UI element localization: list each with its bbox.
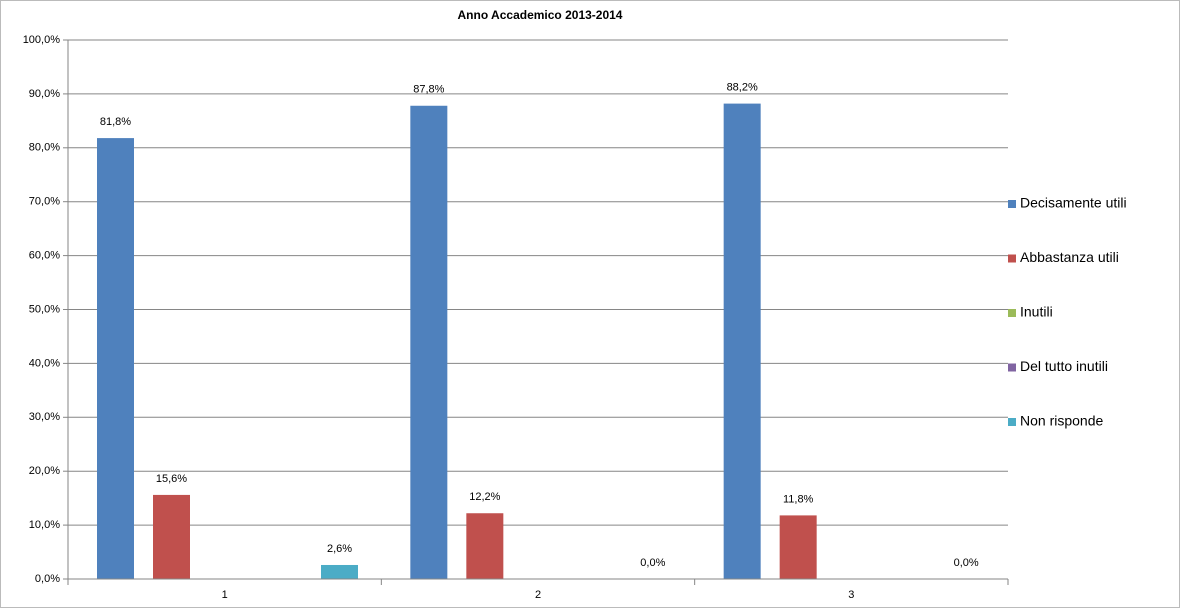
legend-label: Non risponde [1020, 413, 1103, 429]
x-tick-label: 3 [848, 589, 854, 601]
bar [153, 494, 190, 579]
data-label: 11,8% [783, 493, 814, 505]
legend-label: Abbastanza utili [1020, 249, 1119, 265]
legend-swatch [1008, 363, 1016, 372]
legend-swatch [1008, 309, 1016, 317]
bar [321, 564, 358, 579]
bar [97, 138, 134, 579]
x-tick-label: 2 [535, 589, 541, 601]
legend-label: Inutili [1020, 304, 1053, 320]
bar [723, 103, 761, 580]
chart-title: Anno Accademico 2013-2014 [458, 8, 623, 22]
data-label: 88,2% [727, 82, 758, 94]
y-tick-label: 50,0% [29, 303, 60, 315]
data-label: 0,0% [640, 557, 665, 569]
y-tick-label: 100,0% [23, 34, 61, 46]
y-tick-label: 30,0% [29, 411, 60, 423]
bar [410, 105, 448, 580]
legend-swatch [1008, 254, 1016, 263]
data-label: 87,8% [413, 84, 444, 96]
y-tick-label: 0,0% [35, 573, 60, 585]
y-tick-label: 40,0% [29, 357, 60, 369]
legend-label: Del tutto inutili [1020, 358, 1108, 374]
bar [466, 513, 504, 579]
data-label: 0,0% [954, 557, 979, 569]
y-tick-label: 80,0% [29, 142, 60, 154]
legend-swatch [1008, 418, 1016, 426]
y-tick-label: 60,0% [29, 250, 60, 262]
legend-label: Decisamente utili [1020, 195, 1127, 211]
data-label: 12,2% [469, 491, 500, 503]
data-label: 2,6% [327, 543, 352, 555]
y-tick-label: 70,0% [29, 196, 60, 208]
x-tick-label: 1 [222, 589, 228, 601]
y-tick-label: 90,0% [29, 88, 60, 100]
y-tick-label: 20,0% [29, 465, 60, 477]
legend-swatch [1008, 200, 1016, 208]
data-label: 81,8% [100, 116, 131, 128]
y-tick-label: 10,0% [29, 519, 60, 531]
bar [779, 515, 817, 579]
data-label: 15,6% [156, 473, 187, 485]
